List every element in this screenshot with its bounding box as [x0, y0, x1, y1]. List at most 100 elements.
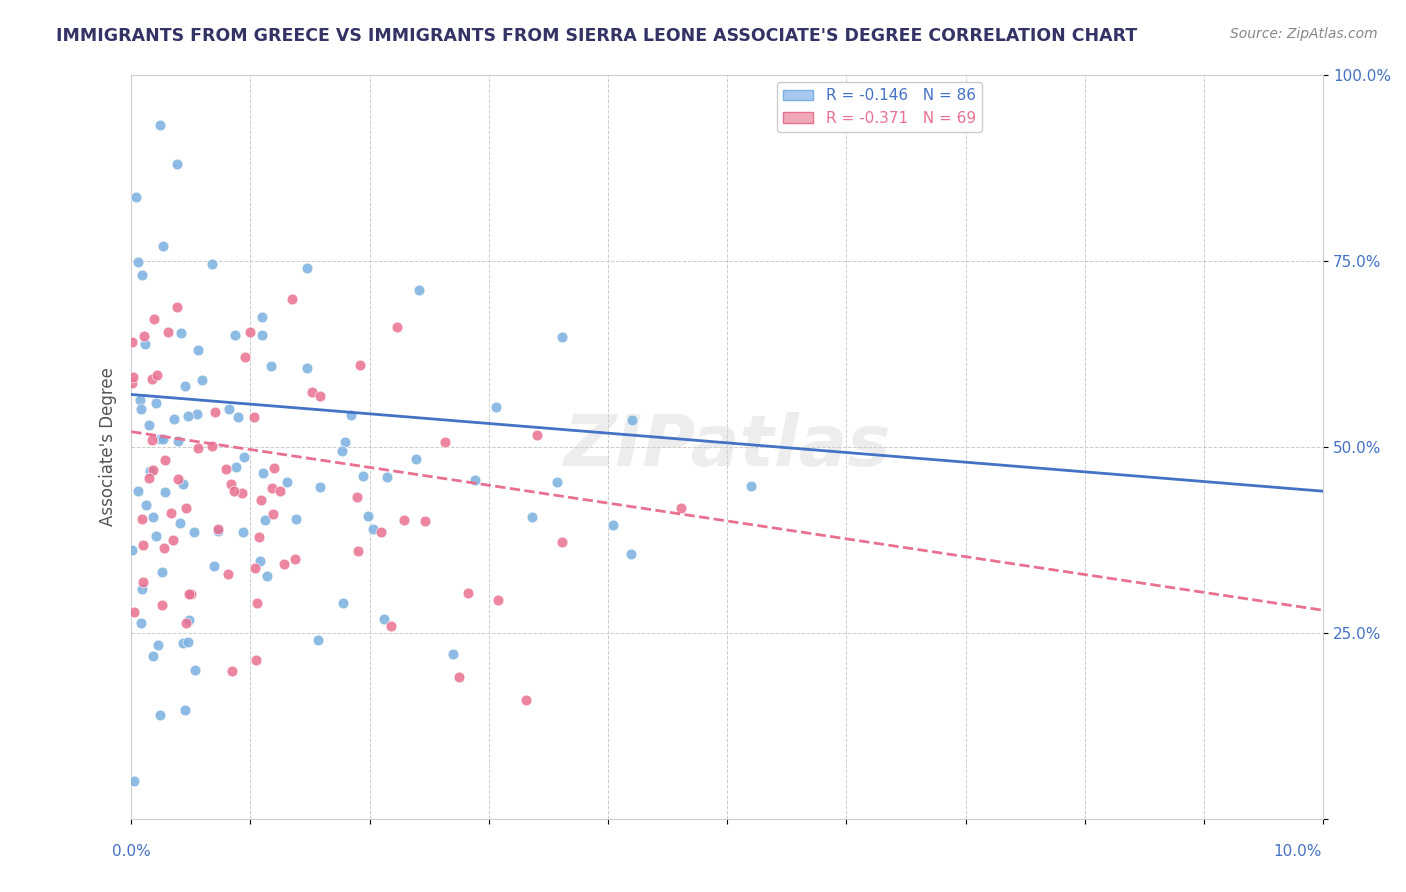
- Point: [620, 547, 643, 561]
- Point: [307, 633, 329, 648]
- Point: [146, 638, 169, 652]
- Point: [263, 461, 285, 475]
- Point: [204, 405, 226, 419]
- Point: [385, 319, 408, 334]
- Point: [142, 509, 165, 524]
- Point: [356, 509, 378, 524]
- Point: [375, 470, 398, 484]
- Legend: R = -0.146   N = 86, R = -0.371   N = 69: R = -0.146 N = 86, R = -0.371 N = 69: [776, 82, 981, 132]
- Point: [246, 596, 269, 610]
- Point: [138, 471, 160, 485]
- Point: [347, 544, 370, 558]
- Point: [380, 619, 402, 633]
- Point: [187, 343, 209, 357]
- Point: [132, 538, 155, 552]
- Point: [156, 326, 179, 340]
- Point: [172, 477, 194, 491]
- Point: [260, 481, 283, 495]
- Point: [602, 518, 624, 533]
- Point: [134, 337, 156, 351]
- Point: [167, 472, 190, 486]
- Point: [485, 400, 508, 414]
- Point: [127, 484, 149, 499]
- Point: [125, 190, 148, 204]
- Point: [166, 300, 188, 314]
- Point: [252, 466, 274, 480]
- Point: [249, 554, 271, 568]
- Text: ZIPatlas: ZIPatlas: [564, 412, 891, 481]
- Point: [174, 500, 197, 515]
- Point: [457, 585, 479, 599]
- Point: [166, 157, 188, 171]
- Point: [308, 480, 330, 494]
- Point: [132, 574, 155, 589]
- Point: [169, 516, 191, 531]
- Point: [217, 567, 239, 582]
- Point: [262, 507, 284, 521]
- Point: [146, 368, 169, 383]
- Point: [224, 328, 246, 343]
- Point: [245, 653, 267, 667]
- Point: [183, 524, 205, 539]
- Point: [515, 692, 537, 706]
- Point: [449, 669, 471, 683]
- Point: [145, 529, 167, 543]
- Point: [352, 468, 374, 483]
- Point: [177, 613, 200, 627]
- Point: [149, 707, 172, 722]
- Point: [256, 569, 278, 583]
- Point: [215, 462, 238, 476]
- Point: [131, 268, 153, 282]
- Point: [170, 326, 193, 341]
- Point: [226, 409, 249, 424]
- Point: [176, 409, 198, 424]
- Point: [370, 524, 392, 539]
- Point: [138, 417, 160, 432]
- Point: [260, 359, 283, 373]
- Point: [162, 533, 184, 547]
- Point: [176, 615, 198, 630]
- Text: IMMIGRANTS FROM GREECE VS IMMIGRANTS FROM SIERRA LEONE ASSOCIATE'S DEGREE CORREL: IMMIGRANTS FROM GREECE VS IMMIGRANTS FRO…: [56, 27, 1137, 45]
- Point: [221, 477, 243, 491]
- Point: [250, 492, 273, 507]
- Text: 0.0%: 0.0%: [112, 845, 152, 859]
- Point: [221, 664, 243, 678]
- Point: [242, 410, 264, 425]
- Point: [232, 524, 254, 539]
- Point: [152, 432, 174, 446]
- Point: [131, 512, 153, 526]
- Point: [163, 412, 186, 426]
- Point: [413, 514, 436, 528]
- Point: [131, 582, 153, 596]
- Point: [250, 310, 273, 324]
- Point: [202, 559, 225, 574]
- Point: [153, 453, 176, 467]
- Point: [361, 522, 384, 536]
- Point: [669, 501, 692, 516]
- Point: [405, 451, 427, 466]
- Point: [254, 513, 277, 527]
- Point: [122, 605, 145, 619]
- Point: [269, 484, 291, 499]
- Point: [152, 239, 174, 253]
- Point: [128, 393, 150, 408]
- Point: [187, 441, 209, 455]
- Point: [121, 376, 143, 391]
- Point: [333, 434, 356, 449]
- Point: [332, 596, 354, 610]
- Point: [121, 334, 143, 349]
- Point: [247, 530, 270, 544]
- Point: [152, 565, 174, 579]
- Point: [243, 561, 266, 575]
- Point: [152, 541, 174, 555]
- Point: [172, 635, 194, 649]
- Point: [149, 432, 172, 446]
- Point: [231, 485, 253, 500]
- Point: [135, 498, 157, 512]
- Point: [551, 534, 574, 549]
- Point: [250, 328, 273, 343]
- Point: [408, 283, 430, 297]
- Point: [740, 478, 762, 492]
- Point: [155, 484, 177, 499]
- Point: [142, 648, 165, 663]
